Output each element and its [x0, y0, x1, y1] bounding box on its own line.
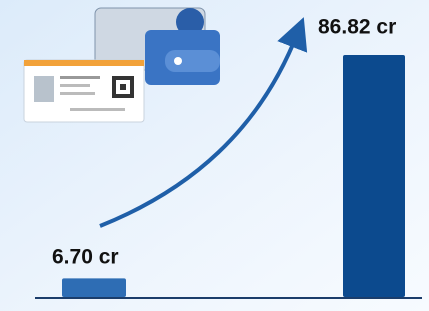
id-card-illustration — [24, 60, 144, 122]
data-label: 6.70 cr — [52, 246, 119, 269]
bar — [343, 55, 405, 297]
data-label: 86.82 cr — [318, 16, 396, 39]
bar — [62, 278, 126, 297]
chart: 6.70 cr 86.82 cr — [0, 0, 429, 311]
